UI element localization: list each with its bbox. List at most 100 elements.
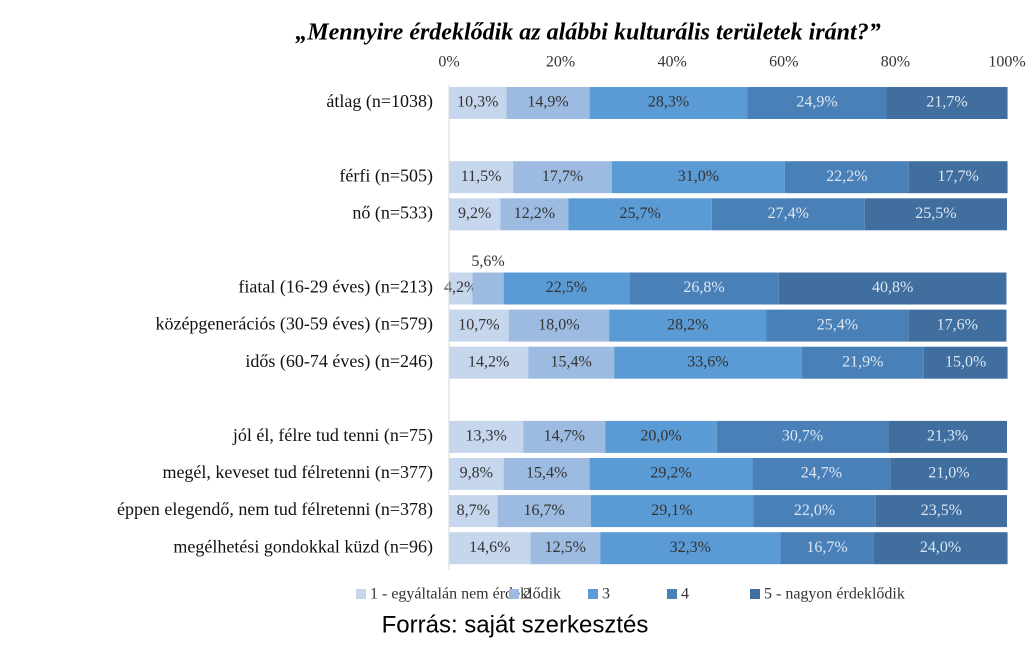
- value-label: 25,5%: [915, 205, 956, 222]
- legend-swatch: [750, 589, 760, 599]
- legend-swatch: [509, 589, 519, 599]
- x-tick-label: 20%: [546, 54, 575, 71]
- value-label: 25,7%: [619, 205, 660, 222]
- bar-segment: [780, 532, 874, 565]
- bar-segment: [589, 458, 753, 490]
- bar-segment: [497, 495, 591, 528]
- bar-segment: [589, 87, 748, 119]
- bar-segment: [600, 532, 781, 565]
- bar-segment: [449, 161, 514, 194]
- bar-segment: [890, 458, 1008, 490]
- category-label: éppen elegendő, nem tud félretenni (n=37…: [117, 499, 433, 520]
- value-label: 21,3%: [927, 428, 968, 445]
- bar-segment: [528, 346, 615, 379]
- value-label: 10,3%: [457, 94, 498, 111]
- value-label: 9,8%: [460, 465, 493, 482]
- category-label: idős (60-74 éves) (n=246): [245, 351, 433, 372]
- bar-segment: [747, 87, 887, 119]
- value-label: 26,8%: [683, 279, 724, 296]
- bar-segment: [888, 420, 1007, 453]
- legend-swatch: [588, 589, 598, 599]
- category-label: nő (n=533): [352, 202, 433, 223]
- value-label: 20,0%: [640, 428, 681, 445]
- value-label: 14,9%: [527, 94, 568, 111]
- legend-label: 4: [681, 586, 689, 603]
- bar-segment: [472, 272, 504, 305]
- category-label: jól él, félre tud tenni (n=75): [232, 425, 433, 446]
- value-label: 29,2%: [650, 465, 691, 482]
- value-label: 27,4%: [768, 205, 809, 222]
- bar-segment: [801, 346, 924, 379]
- bar-segment: [923, 346, 1008, 379]
- bar-segment: [611, 161, 785, 194]
- bar-segment: [864, 198, 1007, 231]
- value-label: 29,1%: [651, 502, 692, 519]
- bar-segment: [753, 495, 876, 528]
- legend-swatch: [356, 589, 366, 599]
- bar-segment: [873, 532, 1008, 565]
- value-label: 22,5%: [546, 279, 587, 296]
- category-label: középgenerációs (30-59 éves) (n=579): [155, 314, 433, 335]
- value-label: 13,3%: [465, 428, 506, 445]
- bar-segment: [449, 198, 501, 231]
- bar-segment: [778, 272, 1007, 305]
- x-tick-label: 80%: [881, 54, 910, 71]
- bar-segment: [449, 87, 507, 119]
- legend-label: 5 - nagyon érdeklődik: [764, 586, 905, 603]
- bar-segment: [449, 309, 509, 342]
- bar-segment: [530, 532, 601, 565]
- bar-segment: [614, 346, 802, 379]
- value-label: 16,7%: [806, 539, 847, 556]
- value-label: 12,5%: [545, 539, 586, 556]
- bar-segment: [590, 495, 754, 528]
- bar-segment: [449, 346, 529, 379]
- value-label: 14,7%: [544, 428, 585, 445]
- bar-segment: [908, 161, 1008, 194]
- bar-segment: [609, 309, 767, 342]
- bar-segment: [875, 495, 1007, 528]
- category-label: megélhetési gondokkal küzd (n=96): [173, 536, 433, 557]
- value-label: 32,3%: [670, 539, 711, 556]
- value-label: 4,2%: [444, 279, 477, 296]
- value-label: 17,6%: [937, 316, 978, 333]
- value-label: 14,6%: [469, 539, 510, 556]
- value-label: 28,3%: [648, 94, 689, 111]
- value-label: 12,2%: [514, 205, 555, 222]
- bar-segment: [449, 272, 473, 305]
- category-label: megél, keveset tud félretenni (n=377): [162, 462, 433, 483]
- value-label: 30,7%: [782, 428, 823, 445]
- value-label: 22,2%: [826, 168, 867, 185]
- value-label: 31,0%: [678, 168, 719, 185]
- source-note: Forrás: saját szerkesztés: [382, 611, 649, 638]
- bar-segment: [508, 309, 610, 342]
- value-label: 10,7%: [458, 316, 499, 333]
- value-label: 28,2%: [667, 316, 708, 333]
- value-label: 24,7%: [801, 465, 842, 482]
- value-label: 24,9%: [796, 94, 837, 111]
- bar-segment: [503, 272, 630, 305]
- bar-segment: [766, 309, 909, 342]
- bar-segment: [908, 309, 1007, 342]
- bar-segment: [886, 87, 1008, 119]
- category-label: férfi (n=505): [339, 165, 433, 186]
- value-label: 17,7%: [542, 168, 583, 185]
- bar-segment: [449, 458, 504, 490]
- value-label: 8,7%: [457, 502, 490, 519]
- value-label: 16,7%: [523, 502, 564, 519]
- legend-swatch: [667, 589, 677, 599]
- bar-segment: [629, 272, 779, 305]
- bar-segment: [500, 198, 569, 231]
- bar-segment: [568, 198, 712, 231]
- value-label: 18,0%: [538, 316, 579, 333]
- value-label: 21,7%: [926, 94, 967, 111]
- bar-segment: [752, 458, 891, 490]
- value-label: 15,0%: [945, 353, 986, 370]
- bar-segment: [523, 420, 606, 453]
- value-label: 15,4%: [551, 353, 592, 370]
- value-label: 23,5%: [921, 502, 962, 519]
- value-label: 5,6%: [471, 253, 504, 270]
- value-label: 21,0%: [928, 465, 969, 482]
- value-label: 25,4%: [817, 316, 858, 333]
